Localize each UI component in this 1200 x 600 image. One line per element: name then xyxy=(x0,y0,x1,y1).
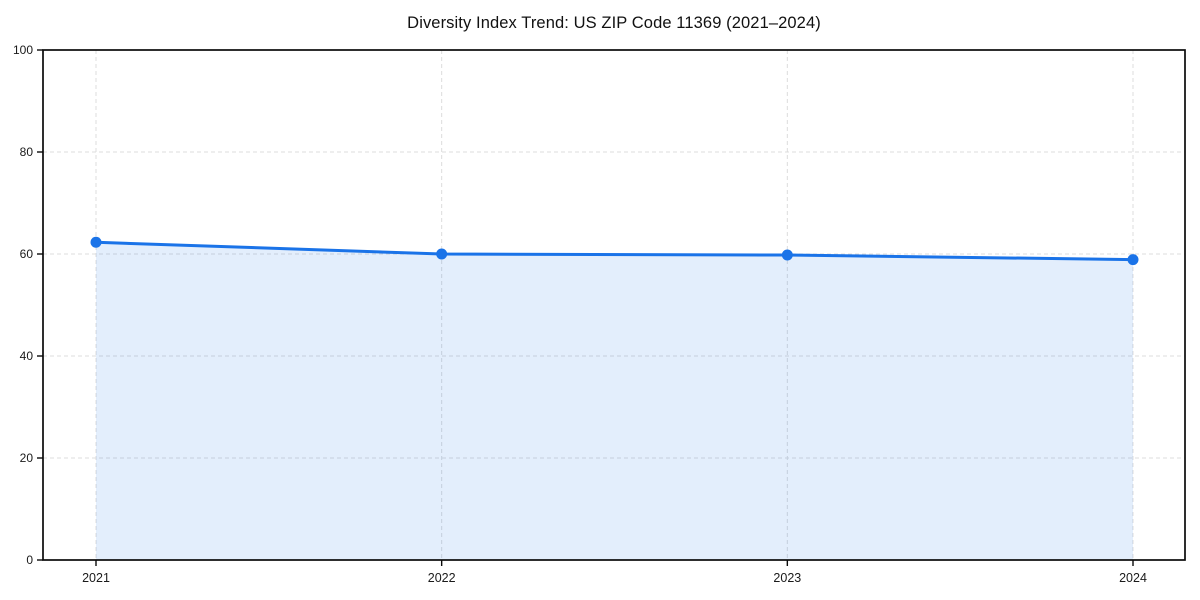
data-point-marker xyxy=(90,236,102,248)
data-point-marker xyxy=(436,248,448,260)
x-tick-label: 2022 xyxy=(428,571,456,585)
data-point-marker xyxy=(1127,254,1139,266)
x-tick-label: 2023 xyxy=(773,571,801,585)
trend-line xyxy=(94,240,1135,262)
area-fill xyxy=(96,242,1133,560)
plot-spines xyxy=(42,49,1186,561)
data-point-marker xyxy=(781,249,793,261)
x-tick-label: 2024 xyxy=(1119,571,1147,585)
y-tick-label: 40 xyxy=(20,349,34,363)
chart-title: Diversity Index Trend: US ZIP Code 11369… xyxy=(407,14,821,32)
y-tick-label: 80 xyxy=(20,145,34,159)
y-tick-label: 0 xyxy=(26,553,33,567)
y-tick-label: 20 xyxy=(20,451,34,465)
y-tick-label: 60 xyxy=(20,247,34,261)
y-tick-label: 100 xyxy=(13,43,33,57)
x-tick-label: 2021 xyxy=(82,571,110,585)
